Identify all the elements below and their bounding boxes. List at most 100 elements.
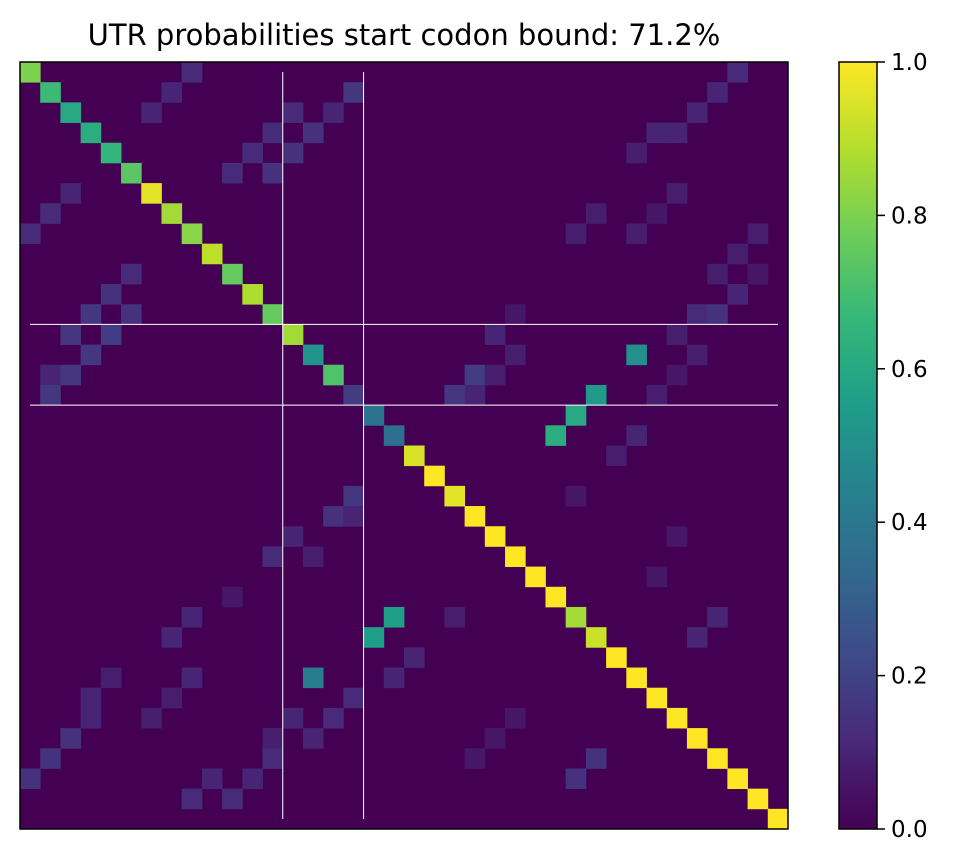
heatmap-cell <box>100 324 122 345</box>
heatmap-cell <box>484 364 506 386</box>
heatmap-cell <box>747 788 769 810</box>
heatmap-cell <box>181 223 203 245</box>
heatmap-cell <box>626 142 647 164</box>
heatmap-cell <box>121 162 142 184</box>
heatmap-cells <box>20 62 789 830</box>
heatmap-cell <box>484 728 506 749</box>
heatmap-cell <box>242 284 263 305</box>
heatmap-cell <box>343 506 364 527</box>
heatmap-cell <box>20 62 41 83</box>
heatmap-cell <box>80 687 102 709</box>
heatmap-cell <box>262 122 284 144</box>
colorbar-ticks: 0.0 0.2 0.4 0.6 0.8 1.0 <box>877 50 928 843</box>
heatmap-cell <box>606 445 627 467</box>
heatmap-cell <box>60 364 82 386</box>
heatmap-cell <box>282 142 304 164</box>
heatmap-cell <box>40 203 61 224</box>
heatmap-cell <box>666 707 688 729</box>
heatmap-cell <box>20 768 41 790</box>
heatmap-cell <box>343 687 364 709</box>
heatmap-cell <box>727 243 748 265</box>
heatmap-cell <box>141 707 162 729</box>
heatmap-cell <box>686 102 708 123</box>
heatmap-cell <box>464 506 486 527</box>
heatmap-cell <box>181 667 203 689</box>
heatmap-cell <box>464 384 486 406</box>
heatmap-cell <box>666 364 688 386</box>
heatmap-cell <box>444 606 466 628</box>
heatmap-cell <box>404 647 425 668</box>
colorbar: 0.0 0.2 0.4 0.6 0.8 1.0 <box>838 50 928 843</box>
heatmap-cell <box>323 102 344 123</box>
heatmap-cell <box>302 667 324 689</box>
heatmap-cell <box>383 606 405 628</box>
heatmap-cell <box>505 344 526 366</box>
heatmap-cell <box>383 667 405 689</box>
heatmap-cell <box>444 485 466 507</box>
guide-lines <box>30 72 778 819</box>
heatmap-cell <box>707 304 728 325</box>
heatmap-cell <box>707 748 728 769</box>
heatmap-cell <box>565 223 587 245</box>
heatmap-cell <box>585 748 607 769</box>
heatmap-cell <box>282 324 304 345</box>
heatmap-cell <box>181 788 203 810</box>
heatmap-cell <box>302 546 324 567</box>
heatmap-cell <box>181 606 203 628</box>
heatmap-cell <box>161 203 183 224</box>
heatmap-cell <box>404 445 425 467</box>
heatmap-cell <box>505 707 526 729</box>
heatmap-cell <box>323 364 344 386</box>
heatmap-cell <box>343 384 364 406</box>
heatmap-cell <box>141 102 162 123</box>
heatmap-cell <box>727 62 748 83</box>
heatmap-cell <box>646 687 668 709</box>
heatmap-cell <box>525 566 546 588</box>
heatmap-cell <box>464 748 486 769</box>
heatmap-cell <box>565 606 587 628</box>
heatmap-cell <box>40 748 61 769</box>
heatmap-cell <box>323 506 344 527</box>
heatmap-cell <box>262 162 284 184</box>
heatmap-cell <box>201 768 223 790</box>
heatmap-cell <box>100 284 122 305</box>
heatmap-cell <box>323 707 344 729</box>
heatmap-cell <box>545 586 567 608</box>
heatmap-cell <box>80 122 102 144</box>
heatmap-cell <box>121 263 142 285</box>
heatmap-cell <box>565 768 587 790</box>
heatmap-cell <box>60 102 82 123</box>
heatmap-cell <box>606 647 627 668</box>
colorbar-tick-label: 1.0 <box>891 50 928 76</box>
heatmap-cell <box>20 223 41 245</box>
heatmap-cell <box>505 546 526 567</box>
heatmap-cell <box>343 485 364 507</box>
heatmap-cell <box>181 62 203 83</box>
heatmap-cell <box>242 142 263 164</box>
heatmap-cell <box>646 566 668 588</box>
heatmap-cell <box>626 667 647 689</box>
heatmap-cell <box>626 344 647 366</box>
heatmap-cell <box>626 425 647 446</box>
heatmap-cell <box>747 223 769 245</box>
heatmap <box>19 61 789 830</box>
heatmap-cell <box>60 728 82 749</box>
heatmap-cell <box>60 183 82 204</box>
heatmap-cell <box>282 707 304 729</box>
heatmap-cell <box>222 586 243 608</box>
heatmap-cell <box>626 223 647 245</box>
heatmap-cell <box>40 384 61 406</box>
heatmap-cell <box>161 687 183 709</box>
heatmap-cell <box>585 203 607 224</box>
heatmap-cell <box>666 183 688 204</box>
colorbar-tick-label: 0.4 <box>891 510 928 536</box>
heatmap-cell <box>666 122 688 144</box>
heatmap-cell <box>484 526 506 547</box>
heatmap-cell <box>161 627 183 648</box>
heatmap-cell <box>707 606 728 628</box>
heatmap-cell <box>585 384 607 406</box>
heatmap-cell <box>464 364 486 386</box>
heatmap-cell <box>262 728 284 749</box>
heatmap-cell <box>505 304 526 325</box>
